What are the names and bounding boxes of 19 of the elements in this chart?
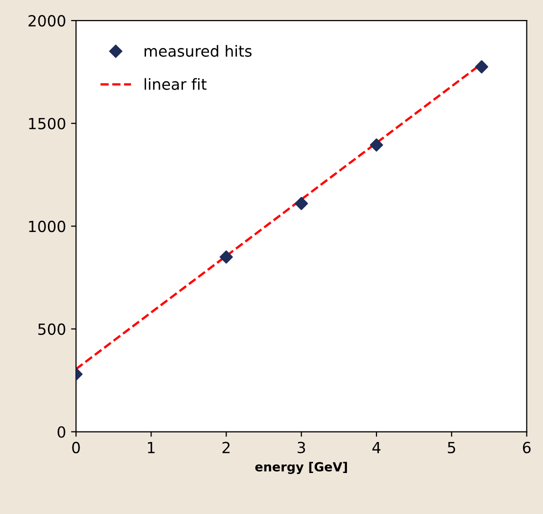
point <box>220 250 233 264</box>
point <box>370 138 384 152</box>
x-tick-label: 0 <box>72 442 80 454</box>
x-tick-label: 2 <box>222 442 230 454</box>
y-tick-label: 2000 <box>28 15 66 27</box>
x-tick-label: 4 <box>372 442 380 454</box>
legend-label: measured hits <box>144 45 252 57</box>
point <box>475 60 488 74</box>
x-tick-label: 5 <box>448 442 456 454</box>
y-tick-label: 1500 <box>29 118 66 130</box>
x-tick-label: 3 <box>298 442 305 454</box>
point <box>294 196 308 210</box>
legend-label: linear fit <box>144 78 207 90</box>
x-tick-label: 6 <box>522 442 531 454</box>
x-tick-label: 1 <box>148 442 155 454</box>
x-axis-title: energy [GeV] <box>255 462 347 474</box>
y-tick-label: 0 <box>58 426 66 438</box>
y-tick-label: 500 <box>38 323 66 335</box>
y-tick-label: 1000 <box>29 220 66 232</box>
